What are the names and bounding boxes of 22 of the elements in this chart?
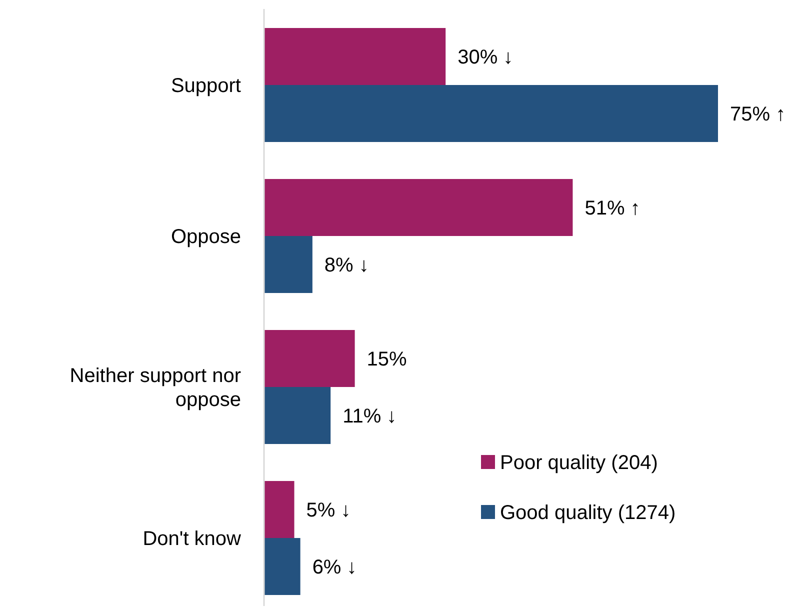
data-label: 6% ↓ bbox=[312, 556, 357, 578]
data-label: 11% ↓ bbox=[342, 406, 397, 428]
bar bbox=[264, 28, 446, 85]
data-label: 15% bbox=[366, 348, 408, 370]
data-label: 30% ↓ bbox=[458, 46, 514, 68]
legend-label: Good quality (1274) bbox=[500, 502, 676, 524]
legend-label: Poor quality (204) bbox=[500, 452, 658, 474]
y-tick-label: Oppose bbox=[170, 226, 241, 248]
bar bbox=[264, 85, 718, 142]
bar bbox=[264, 330, 355, 387]
data-label: 51% ↑ bbox=[584, 198, 640, 220]
data-label: 75% ↑ bbox=[730, 104, 786, 126]
y-tick-label: Neither support nor oppose bbox=[70, 365, 242, 411]
bar bbox=[264, 387, 331, 444]
y-tick-label: Support bbox=[170, 75, 242, 97]
bar bbox=[264, 236, 312, 294]
y-tick-label: Don't know bbox=[142, 528, 242, 550]
bar bbox=[264, 538, 300, 596]
bar bbox=[264, 480, 294, 538]
bar bbox=[264, 178, 573, 236]
data-label: 8% ↓ bbox=[324, 254, 369, 276]
data-label: 5% ↓ bbox=[306, 500, 351, 522]
